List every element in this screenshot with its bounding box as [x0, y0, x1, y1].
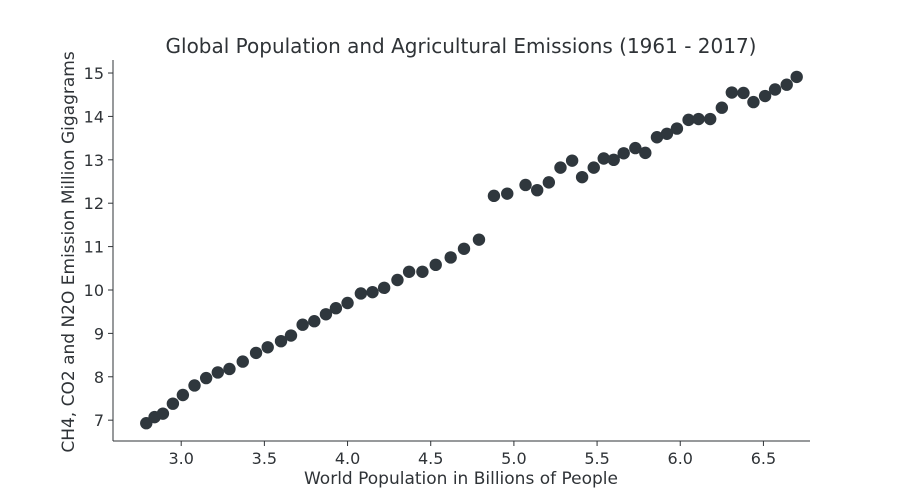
x-tick-label: 5.0 [501, 449, 526, 468]
data-point [296, 318, 309, 331]
data-point [249, 346, 263, 360]
data-point [682, 113, 695, 127]
y-tick-label: 13 [84, 151, 104, 170]
x-tick-label: 4.0 [335, 449, 360, 468]
data-point [284, 329, 298, 342]
data-point [542, 176, 556, 189]
x-tick-label: 6.5 [751, 449, 776, 468]
data-point [554, 161, 567, 174]
data-point [156, 407, 170, 420]
data-point [354, 287, 368, 300]
data-point [223, 362, 236, 376]
data-point [737, 86, 750, 100]
y-tick-label: 11 [84, 238, 104, 257]
data-point [519, 178, 532, 192]
data-point [199, 371, 213, 385]
data-point [715, 101, 729, 114]
data-point [575, 170, 589, 184]
data-point [747, 95, 760, 109]
data-point [236, 355, 249, 368]
data-point [530, 183, 544, 197]
data-point [607, 153, 620, 167]
x-axis-label: World Population in Billions of People [304, 469, 618, 489]
data-point [429, 258, 442, 272]
data-point [444, 251, 457, 264]
x-tick-label: 3.0 [168, 449, 193, 468]
data-point [692, 112, 705, 126]
data-point [501, 187, 514, 200]
data-point [780, 78, 793, 91]
y-tick-label: 9 [94, 324, 104, 343]
y-axis-ticks: 7 8 9 10 11 12 13 14 15 [84, 64, 113, 430]
data-point [377, 281, 391, 295]
data-point [790, 70, 803, 84]
data-point [587, 161, 600, 174]
data-point [391, 273, 404, 287]
y-tick-label: 14 [84, 107, 104, 126]
y-tick-label: 10 [84, 281, 104, 300]
data-point [416, 265, 429, 278]
data-point [758, 89, 772, 103]
data-point [166, 397, 180, 410]
y-tick-label: 12 [84, 194, 104, 213]
data-point [617, 147, 630, 160]
data-point [629, 141, 642, 155]
data-point [650, 131, 664, 144]
data-point [768, 83, 782, 96]
chart-title: Global Population and Agricultural Emiss… [166, 34, 757, 58]
data-point [341, 296, 354, 310]
data-point [211, 366, 224, 379]
data-point [597, 152, 610, 165]
data-point [308, 315, 321, 328]
y-axis-label: CH4, CO2 and N2O Emission Million Gigagr… [59, 51, 79, 452]
y-tick-label: 15 [84, 64, 104, 83]
data-point [639, 146, 652, 160]
x-tick-label: 3.5 [252, 449, 277, 468]
x-tick-label: 5.5 [584, 449, 609, 468]
data-point [319, 308, 333, 321]
data-point [402, 265, 416, 278]
data-point [366, 285, 379, 299]
x-tick-label: 6.0 [668, 449, 693, 468]
data-point [274, 334, 288, 348]
data-point [660, 127, 674, 140]
data-point [565, 154, 579, 167]
x-tick-label: 4.5 [418, 449, 443, 468]
data-point [176, 388, 190, 402]
data-point [725, 86, 739, 99]
data-point [487, 189, 501, 203]
data-point [188, 379, 201, 392]
data-point [457, 242, 471, 255]
data-point [472, 233, 486, 246]
y-tick-label: 7 [94, 411, 104, 430]
x-axis-ticks: 3.0 3.5 4.0 4.5 5.0 5.5 6.0 6.5 [168, 441, 776, 468]
y-tick-label: 8 [94, 368, 104, 387]
data-point [329, 302, 343, 315]
data-point [703, 112, 717, 126]
data-point [670, 122, 684, 135]
data-point [261, 341, 274, 354]
data-points [140, 70, 803, 430]
